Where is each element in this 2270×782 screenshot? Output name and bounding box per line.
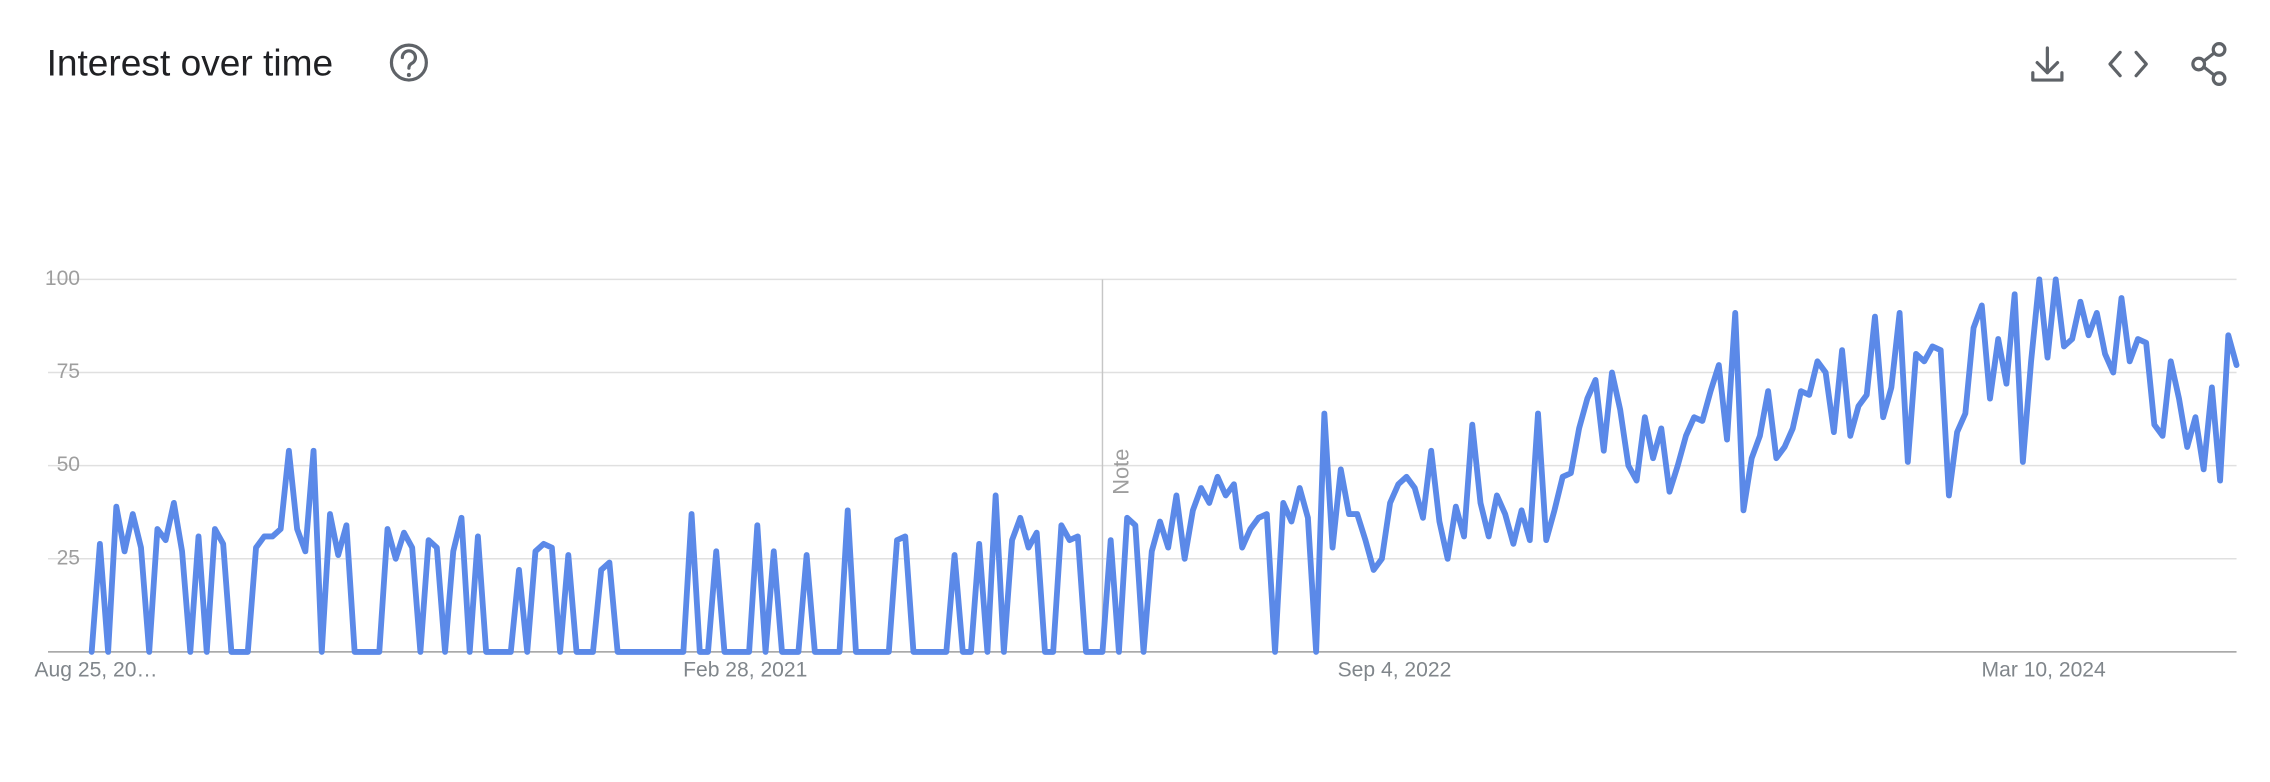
x-tick-label: Mar 10, 2024: [1982, 658, 2106, 681]
download-icon[interactable]: [2031, 46, 2064, 82]
share-icon[interactable]: [2191, 42, 2227, 87]
x-tick-label: Aug 25, 20…: [35, 658, 158, 681]
y-tick-label: 75: [57, 360, 80, 383]
x-tick-label: Sep 4, 2022: [1338, 658, 1452, 681]
y-tick-label: 25: [57, 546, 80, 569]
y-tick-label: 100: [45, 267, 80, 290]
embed-icon[interactable]: [2108, 50, 2148, 78]
x-tick-label: Feb 28, 2021: [683, 658, 807, 681]
series-line: [88, 276, 2240, 655]
plot-area: 25 50 75 100 Note Aug 25, 20… Feb 28, 2021 Sep …: [35, 267, 2240, 681]
y-tick-label: 50: [57, 453, 80, 476]
note-label: Note: [1109, 449, 1134, 495]
help-icon[interactable]: [389, 43, 428, 82]
chart-title: Interest over time: [47, 41, 334, 83]
